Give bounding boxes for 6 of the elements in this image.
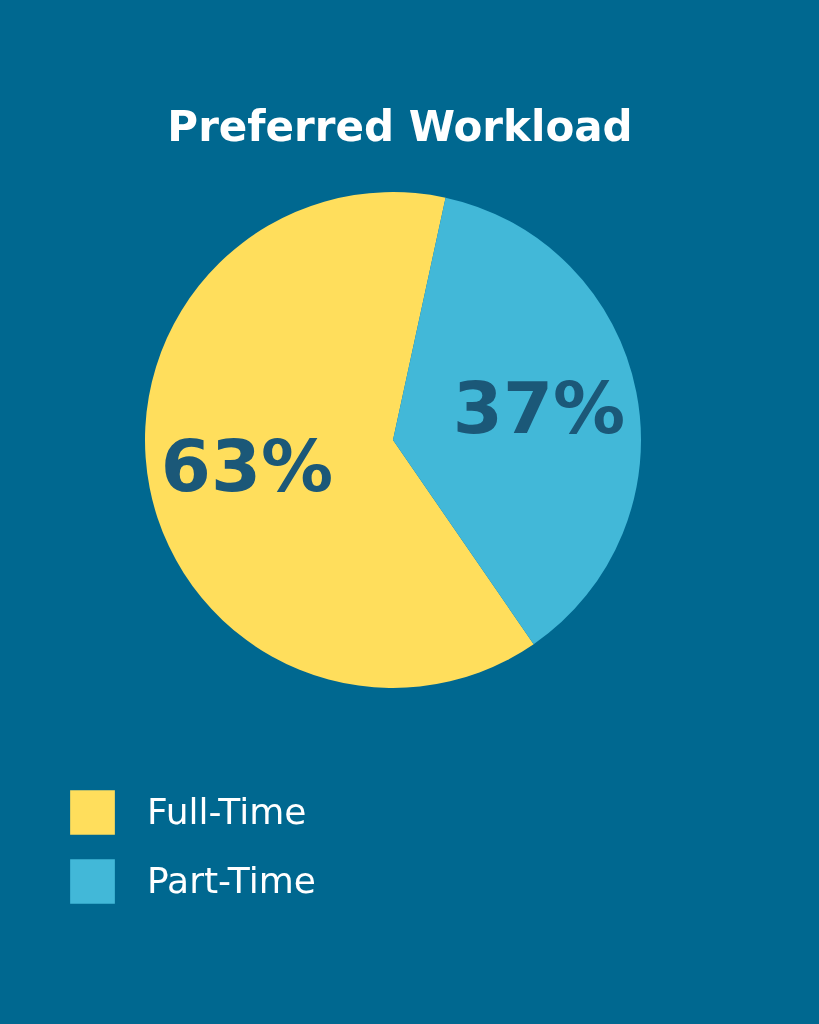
chart-title: Preferred Workload [167, 102, 633, 151]
data-label: 63% [160, 423, 334, 508]
pie-slice [393, 197, 641, 645]
data-label: 37% [452, 366, 626, 451]
legend-label: Full-Time [147, 790, 307, 832]
legend-label: Part-Time [147, 859, 316, 901]
